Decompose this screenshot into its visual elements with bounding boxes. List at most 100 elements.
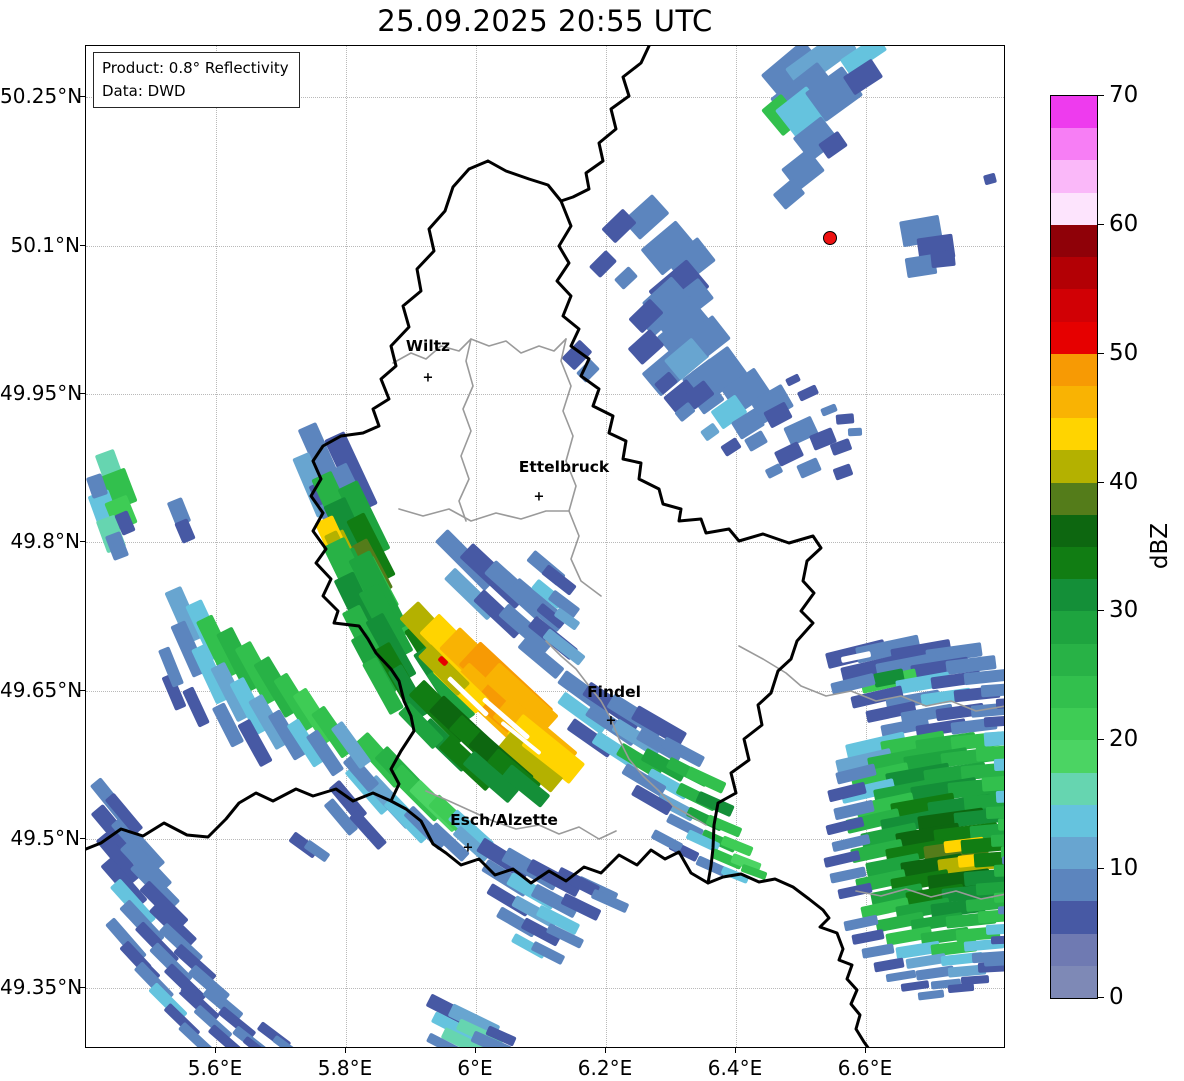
city-label: Ettelbruck [518,458,610,476]
radar-echo [995,697,1004,709]
gridline-y [86,394,1004,395]
radar-echo [1001,855,1004,865]
country-border [706,872,870,1047]
radar-echo [835,413,855,425]
x-tick-label: 6.6°E [837,1056,893,1080]
colorbar-segment [1051,321,1097,354]
colorbar-tick-mark [1097,739,1104,741]
radar-echo [823,850,861,868]
colorbar-segment [1051,224,1097,258]
colorbar-segment [1051,385,1097,419]
y-tick-label: 49.65°N [0,678,83,702]
figure-title: 25.09.2025 20:55 UTC [377,4,713,38]
colorbar-segment [1051,256,1097,290]
gridline-y [86,988,1004,989]
y-tick-mark [80,690,85,691]
radar-echo [885,969,917,983]
radar-echo [985,804,1004,820]
y-tick-mark [80,541,85,542]
colorbar-tick-label: 70 [1109,82,1139,108]
colorbar-tick-label: 10 [1109,855,1139,882]
colorbar-tick-mark [1097,481,1104,483]
radar-echo [851,929,885,945]
x-tick-label: 6°E [457,1056,493,1080]
radar-echo [980,682,1004,698]
product-info-line1: Product: 0.8° Reflectivity [102,59,289,77]
radar-echo [990,935,1004,945]
radar-echo [1003,803,1004,815]
gridline-x [216,46,217,1047]
radar-echo [174,518,196,544]
x-tick-label: 5.8°E [317,1056,373,1080]
colorbar-segment [1051,514,1097,547]
x-tick-mark [865,1048,866,1053]
radar-echo [764,462,784,480]
y-tick-label: 49.5°N [10,826,81,850]
radar-echo [997,817,1004,831]
radar-echo [930,249,956,269]
radar-echo [650,829,684,853]
radar-echo [983,957,1004,967]
radar-echo [182,686,210,728]
city-marker: + [605,713,617,729]
y-tick-label: 49.35°N [0,975,83,999]
colorbar-segment [1051,643,1097,676]
colorbar-segment [1051,739,1097,773]
colorbar-segment [1051,707,1097,741]
radar-echo [613,266,639,290]
colorbar-segment [1051,288,1097,322]
radar-echo [947,982,975,994]
city-label: Findel [587,683,641,701]
gridline-y [86,97,1004,98]
gridline-y [86,246,1004,247]
colorbar-segment [1051,675,1097,709]
radar-echo [993,863,1004,877]
colorbar-tick-mark [1097,610,1104,612]
radar-echo [847,427,863,437]
colorbar-segment [1051,578,1097,612]
radar-echo [104,530,130,562]
y-tick-mark [80,96,85,97]
radar-echo [983,714,1004,728]
y-tick-label: 49.8°N [10,529,81,553]
radar-echo [993,891,1004,903]
radar-echo [981,774,1004,792]
radar-echo [985,923,1004,935]
colorbar-segment [1051,933,1097,966]
radar-site-marker [823,231,837,245]
colorbar-segment [1051,546,1097,580]
radar-echo [700,422,720,442]
colorbar-segment [1051,127,1097,161]
colorbar-segment [1051,804,1097,837]
colorbar-segment [1051,192,1097,225]
radar-echo [917,989,945,1001]
y-tick-label: 50.25°N [0,84,83,108]
colorbar-segment [1051,868,1097,902]
product-info-line2: Data: DWD [102,81,186,100]
y-tick-mark [80,838,85,839]
colorbar-tick-mark [1097,223,1104,225]
radar-echo [873,957,905,973]
x-tick-label: 6.4°E [707,1056,763,1080]
y-tick-label: 49.95°N [0,381,83,405]
y-tick-mark [80,393,85,394]
city-marker: + [533,489,545,505]
colorbar-segment [1051,353,1097,386]
colorbar-segment [1051,417,1097,451]
city-label: Wiltz [405,337,451,355]
y-tick-label: 50.1°N [10,233,81,257]
x-tick-mark [475,1048,476,1053]
x-tick-mark [215,1048,216,1053]
x-tick-mark [735,1048,736,1053]
y-tick-mark [80,245,85,246]
city-label: Esch/Alzette [450,811,558,829]
radar-echo [588,249,618,279]
colorbar-segment [1051,449,1097,483]
product-info-box: Product: 0.8° Reflectivity Data: DWD [93,52,300,108]
regional-border [458,338,474,522]
map-area: Wiltz + Ettelbruck + Findel + Esch/Alzette + Pr… [85,45,1005,1048]
x-tick-label: 6.2°E [577,1056,633,1080]
radar-echo [900,980,930,992]
radar-echo [303,839,331,863]
colorbar-segment [1051,965,1097,998]
